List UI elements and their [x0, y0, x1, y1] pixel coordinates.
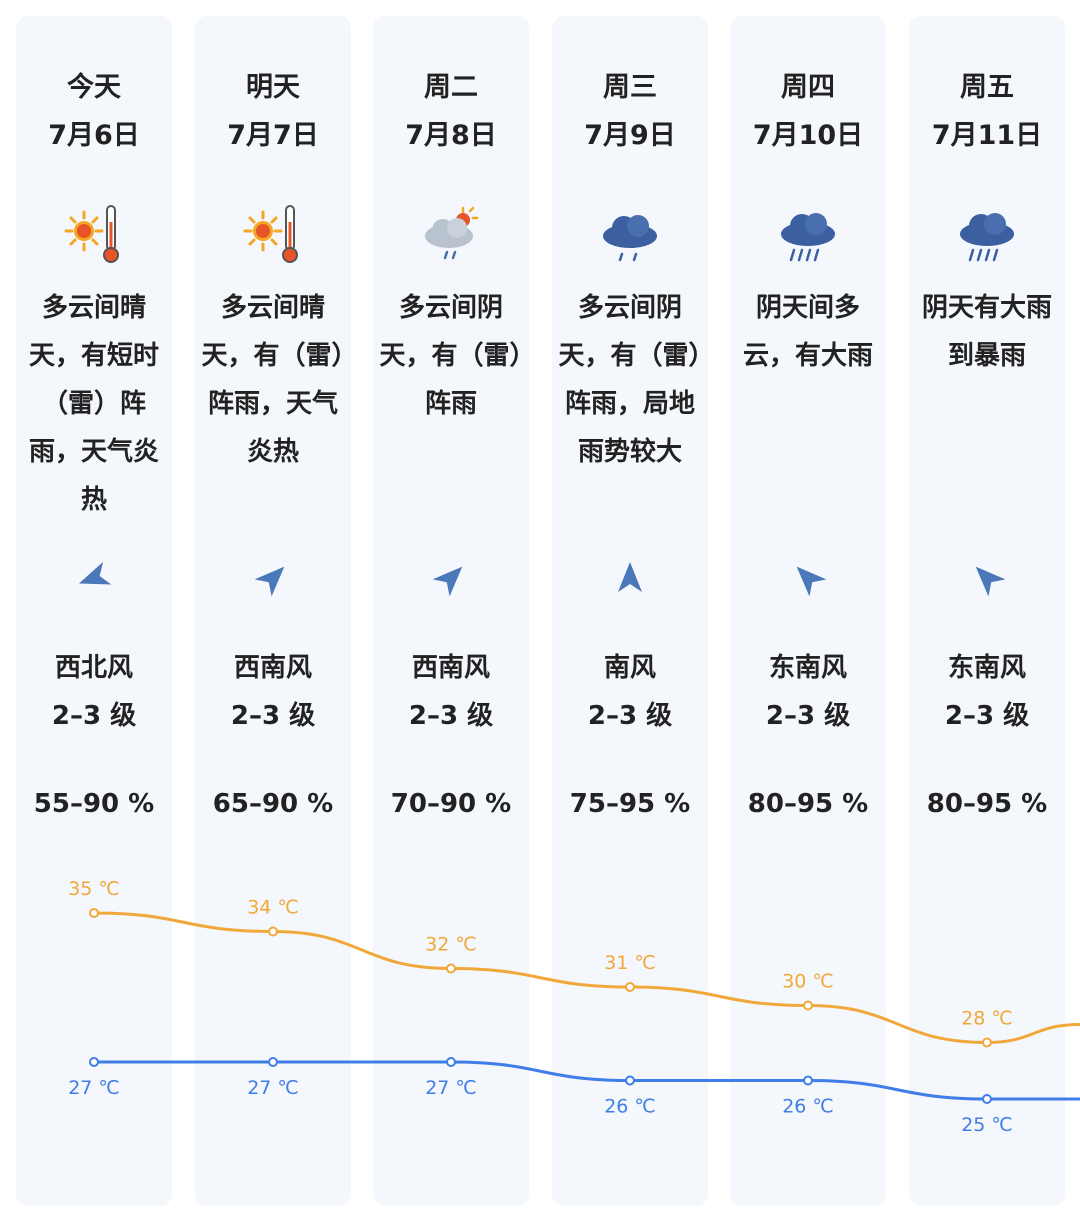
cloud-rain-icon [598, 202, 662, 266]
wind-direction: 东南风 [768, 653, 847, 683]
weather-description: 阴天间多云，有大雨 [742, 293, 873, 371]
cloud-heavy-rain-icon [776, 202, 840, 266]
weather-description: 多云间晴天，有短时（雷）阵雨，天气炎热 [28, 293, 159, 515]
day-label: 周二 [424, 72, 478, 103]
wind-direction: 西南风 [233, 653, 312, 683]
wind-direction: 东南风 [947, 653, 1026, 683]
humidity: 55–90 % [33, 789, 155, 819]
wind-level: 2–3 级 [587, 701, 673, 731]
day-label: 周五 [960, 72, 1014, 103]
weather-description: 阴天有大雨到暴雨 [921, 293, 1052, 371]
wind-direction: 南风 [603, 653, 656, 683]
date-label: 7月6日 [48, 120, 140, 151]
weather-description: 多云间阴天，有（雷）阵雨 [379, 293, 523, 419]
day-label: 周四 [781, 72, 835, 103]
humidity: 70–90 % [390, 789, 512, 819]
wind-direction-arrow-icon [610, 558, 650, 598]
humidity: 80–95 % [747, 789, 869, 819]
wind-level: 2–3 级 [765, 701, 851, 731]
humidity: 65–90 % [212, 789, 334, 819]
day-label: 明天 [246, 72, 300, 103]
day-label: 今天 [67, 72, 121, 103]
wind-direction: 西南风 [411, 653, 490, 683]
wind-direction-arrow-icon [788, 558, 828, 598]
partly-cloudy-rain-icon [419, 202, 483, 266]
date-label: 7月10日 [752, 120, 864, 151]
wind-direction-arrow-icon [431, 558, 471, 598]
date-label: 7月9日 [584, 120, 676, 151]
day-label: 周三 [603, 72, 657, 103]
weather-description: 多云间晴天，有（雷）阵雨，天气炎热 [201, 293, 345, 467]
sunny-hot-icon [241, 202, 305, 266]
forecast-column-3: 周二 7月8日 多云间阴天，有（雷）阵雨 西南风 2–3 级 70–90 % [373, 16, 529, 1206]
wind-direction: 西北风 [54, 653, 133, 683]
forecast-column-2: 明天 7月7日 多云间晴天，有（雷）阵雨，天气炎热 西南风 2–3 级 65–9… [195, 16, 351, 1206]
wind-direction-arrow-icon [74, 558, 114, 598]
forecast-column-6: 周五 7月11日 阴天有大雨到暴雨 东南风 2–3 级 80–95 % [909, 16, 1065, 1206]
humidity: 80–95 % [926, 789, 1048, 819]
wind-level: 2–3 级 [408, 701, 494, 731]
wind-level: 2–3 级 [230, 701, 316, 731]
date-label: 7月11日 [931, 120, 1043, 151]
weather-description: 多云间阴天，有（雷）阵雨，局地雨势较大 [558, 293, 702, 467]
date-label: 7月7日 [227, 120, 319, 151]
wind-level: 2–3 级 [944, 701, 1030, 731]
humidity: 75–95 % [569, 789, 691, 819]
wind-level: 2–3 级 [51, 701, 137, 731]
sunny-hot-icon [62, 202, 126, 266]
forecast-column-4: 周三 7月9日 多云间阴天，有（雷）阵雨，局地雨势较大 南风 2–3 级 75–… [552, 16, 708, 1206]
date-label: 7月8日 [405, 120, 497, 151]
cloud-heavy-rain-icon [955, 202, 1019, 266]
forecast-column-5: 周四 7月10日 阴天间多云，有大雨 东南风 2–3 级 80–95 % [730, 16, 886, 1206]
wind-direction-arrow-icon [253, 558, 293, 598]
wind-direction-arrow-icon [967, 558, 1007, 598]
forecast-column-1: 今天 7月6日 多云间晴天，有短时（雷）阵雨，天气炎热 西北风 2–3 级 55… [16, 16, 172, 1206]
